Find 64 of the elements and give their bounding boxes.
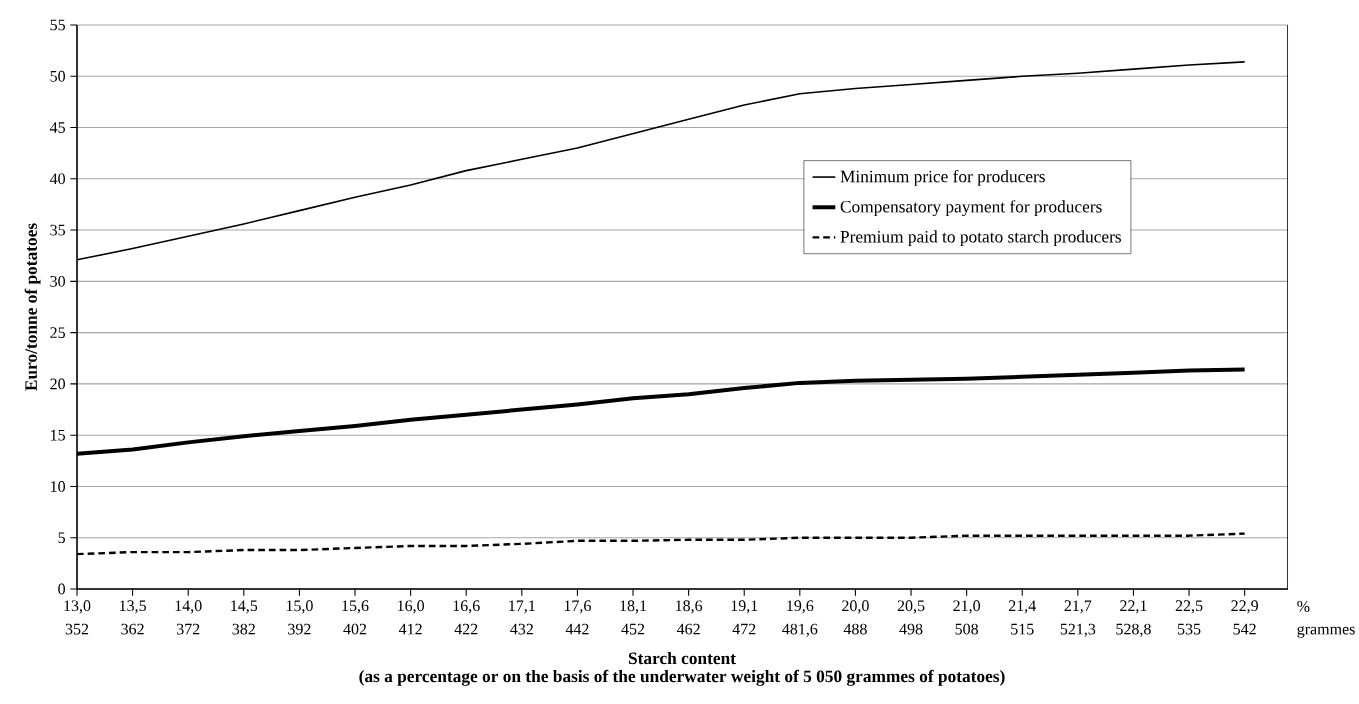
text: 498 xyxy=(899,623,923,635)
x-tick-label: 15,0 xyxy=(286,600,313,614)
x-tick-label: 13,5 xyxy=(120,600,146,614)
x-tick-label: 16,6 xyxy=(453,600,480,614)
text: 528,8 xyxy=(1116,623,1151,637)
y-tick-label: 25 xyxy=(50,327,66,338)
text: 462 xyxy=(676,623,700,635)
y-tick-label: 10 xyxy=(51,481,66,492)
x-tick-label: 21,0 xyxy=(953,600,981,614)
y-tick-label: 5 xyxy=(58,532,66,544)
x-tick-label: 13,0 xyxy=(64,600,91,614)
text: 452 xyxy=(621,623,645,635)
x-tick-label: 14,5 xyxy=(231,600,258,614)
x-axis-title: Starch content xyxy=(628,651,736,665)
y-tick-label: 45 xyxy=(49,122,66,133)
text: 542 xyxy=(1233,623,1256,635)
x-tick-label: 19,1 xyxy=(731,600,758,614)
text: (as a percentage or on the basis of the underwater weight of 5 050 grammes of potatoes) xyxy=(359,669,1005,686)
legend-label: Compensatory payment for producers xyxy=(840,200,1102,217)
x-tick-label: 16,0 xyxy=(398,600,424,614)
y-tick-label: 40 xyxy=(49,173,66,185)
x-tick-label: 22,1 xyxy=(1120,600,1147,614)
x-tick-label: 19,6 xyxy=(787,600,814,614)
text: % xyxy=(1297,601,1310,612)
text: 515 xyxy=(1011,623,1034,635)
text: 372 xyxy=(176,623,200,635)
text: 521,3 xyxy=(1060,623,1096,637)
x-tick-label: 20,5 xyxy=(897,600,925,614)
y-axis-title: Euro/tonne of potatoes xyxy=(24,223,41,391)
text: 488 xyxy=(843,623,867,635)
text: 508 xyxy=(955,623,979,635)
legend-label: Minimum price for producers xyxy=(840,169,1045,186)
text: 481,6 xyxy=(782,623,818,637)
y-tick-label: 0 xyxy=(58,583,66,595)
text: 472 xyxy=(732,623,756,635)
text: 402 xyxy=(343,623,367,635)
x-tick-label: 17,6 xyxy=(564,600,591,614)
x-tick-label: 14,0 xyxy=(175,600,202,614)
x-tick-label: 20,0 xyxy=(842,600,869,614)
text: 352 xyxy=(65,623,89,635)
text: 382 xyxy=(232,623,255,635)
y-tick-label: 30 xyxy=(50,275,66,287)
text: 392 xyxy=(288,623,311,635)
x-tick-label: 21,7 xyxy=(1064,600,1092,614)
x-tick-label: 18,6 xyxy=(676,600,703,614)
text: 442 xyxy=(565,623,589,635)
x-tick-label: 15,6 xyxy=(342,600,369,614)
y-tick-label: 20 xyxy=(50,378,66,390)
y-tick-label: 15 xyxy=(51,429,66,441)
x-tick-label: 17,1 xyxy=(509,600,535,614)
y-tick-label: 50 xyxy=(50,70,66,82)
text: 362 xyxy=(121,623,144,635)
y-tick-label: 35 xyxy=(50,224,66,236)
text: 422 xyxy=(454,623,478,635)
x-tick-label: 22,5 xyxy=(1175,600,1203,614)
x-tick-label: 21,4 xyxy=(1008,600,1036,614)
y-tick-label: 55 xyxy=(50,19,66,31)
text: 412 xyxy=(398,623,422,635)
text: 432 xyxy=(510,623,533,635)
x-tick-label: 22,9 xyxy=(1231,600,1258,614)
x-tick-label: 18,1 xyxy=(620,600,647,614)
legend-label: Premium paid to potato starch producers xyxy=(840,230,1121,247)
text: grammes xyxy=(1297,626,1355,638)
text: 535 xyxy=(1177,623,1201,635)
